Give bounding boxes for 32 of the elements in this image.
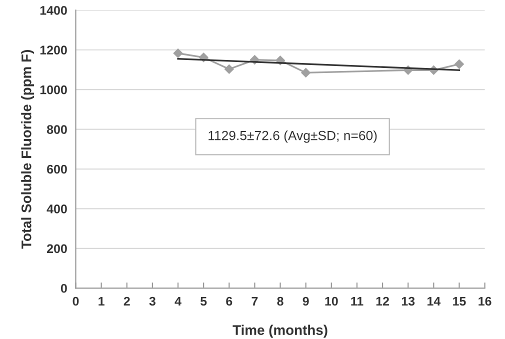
x-tick-label: 8 (277, 296, 284, 306)
y-tick-label: 600 (47, 164, 67, 174)
point (301, 68, 310, 78)
x-tick-label: 4 (174, 296, 182, 306)
y-tick-label: 1000 (40, 85, 67, 94)
x-tick-label: 6 (226, 296, 232, 306)
annotation: 1129.5±72.6 (Avg±SD; n=60) (208, 130, 377, 143)
y-tick-label: 1400 (40, 6, 67, 15)
x-tick-label: 16 (478, 296, 492, 306)
x-tick-label: 10 (325, 296, 338, 306)
y-tick-label: 400 (46, 204, 67, 214)
x-tick-label: 12 (376, 296, 389, 306)
point (173, 48, 183, 58)
x-tick-label: 1 (98, 296, 104, 306)
x-tick-label: 7 (252, 296, 258, 306)
y-axis-title: Total Soluble Fluoride (ppm F) (21, 50, 34, 249)
y-tick-label: 200 (46, 244, 67, 254)
x-axis-title: Time (months) (232, 324, 328, 338)
y-tick-label: 800 (46, 125, 67, 134)
point (224, 64, 234, 74)
x-tick-label: 2 (124, 296, 130, 306)
x-tick-label: 5 (200, 296, 207, 306)
y-tick-label: 1200 (40, 46, 67, 55)
x-tick-label: 15 (453, 296, 466, 306)
x-tick-label: 0 (72, 296, 79, 306)
x-tick-label: 13 (402, 296, 415, 306)
x-tick-label: 14 (428, 296, 441, 306)
x-tick-label: 3 (149, 296, 156, 306)
x-tick-label: 9 (302, 296, 309, 306)
y-tick-label: 0 (60, 284, 67, 293)
point (454, 60, 464, 69)
x-tick-label: 11 (351, 296, 364, 306)
